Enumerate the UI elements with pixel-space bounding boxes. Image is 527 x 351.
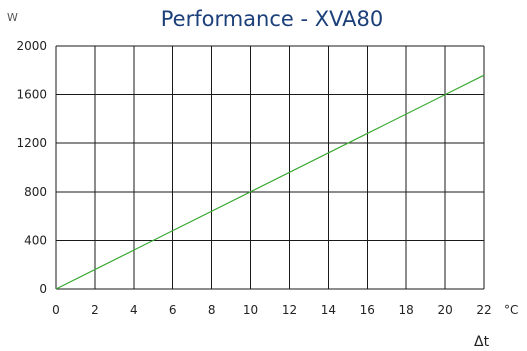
x-tick-label-14: 14 (321, 303, 336, 317)
x-tick-label-22: 22 (476, 303, 491, 317)
x-axis-label: Δt (474, 334, 490, 350)
y-axis-unit-label: W (7, 11, 18, 24)
y-tick-label-1200: 1200 (16, 136, 47, 150)
x-tick-label-4: 4 (130, 303, 138, 317)
y-tick-label-0: 0 (39, 282, 47, 296)
y-tick-label-400: 400 (24, 233, 47, 247)
x-tick-label-18: 18 (399, 303, 414, 317)
y-tick-label-2000: 2000 (16, 39, 47, 53)
x-tick-label-2: 2 (91, 303, 99, 317)
grid (55, 45, 485, 290)
x-tick-label-12: 12 (282, 303, 297, 317)
x-axis-unit-label: °C (504, 303, 518, 317)
series-layer (55, 74, 485, 290)
series-line-0 (55, 74, 485, 290)
y-tick-label-800: 800 (24, 185, 47, 199)
chart-title: Performance - XVA80 (161, 7, 384, 31)
y-tick-labels: 0 400 800 1200 1600 2000 (16, 39, 47, 296)
x-tick-labels: 0 2 4 6 8 10 12 14 16 18 20 22 (52, 303, 491, 317)
x-tick-label-6: 6 (169, 303, 177, 317)
x-tick-label-16: 16 (360, 303, 375, 317)
x-tick-label-10: 10 (243, 303, 258, 317)
x-tick-label-8: 8 (208, 303, 216, 317)
x-tick-label-20: 20 (437, 303, 452, 317)
y-tick-label-1600: 1600 (16, 88, 47, 102)
x-tick-label-0: 0 (52, 303, 60, 317)
